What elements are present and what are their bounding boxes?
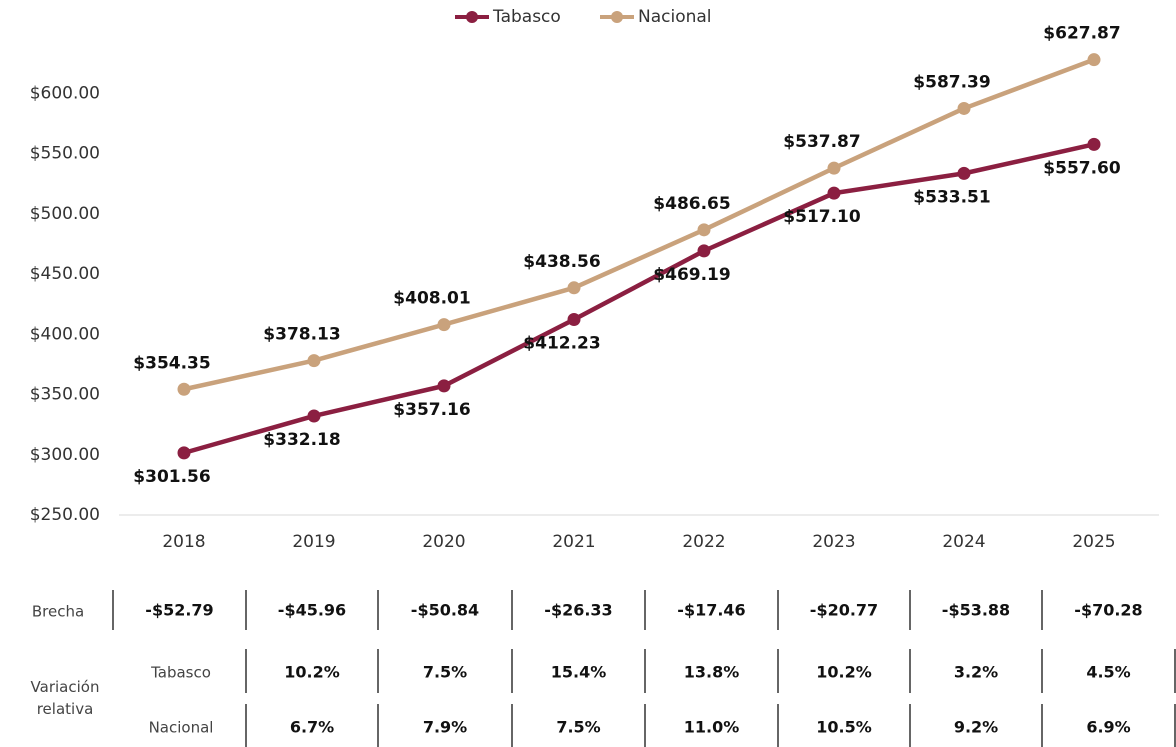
brecha-value: -$70.28	[1074, 601, 1142, 620]
legend-label: Nacional	[638, 7, 712, 27]
point	[437, 379, 451, 393]
row-value: 4.5%	[1086, 663, 1130, 682]
data-label: $587.39	[913, 72, 990, 92]
data-label: $627.87	[1043, 24, 1120, 44]
data-label: $517.10	[783, 207, 861, 227]
point	[567, 313, 581, 327]
data-label: $438.56	[523, 252, 600, 272]
y-tick-label: $350.00	[30, 385, 100, 405]
data-label: $354.35	[133, 353, 210, 373]
row-value: 13.8%	[684, 663, 740, 682]
legend-marker	[466, 11, 478, 23]
data-label: $357.16	[393, 400, 470, 420]
point	[307, 354, 321, 368]
brecha-value: -$50.84	[411, 601, 479, 620]
y-tick-label: $300.00	[30, 445, 100, 465]
row-value: 9.2%	[954, 718, 998, 737]
brecha-value: -$26.33	[544, 601, 612, 620]
row-value: 11.0%	[684, 718, 740, 737]
x-tick-label: 2024	[942, 532, 985, 552]
data-label: $486.65	[653, 194, 730, 214]
row-value: 7.9%	[423, 718, 467, 737]
point	[1087, 137, 1101, 151]
brecha-value: -$52.79	[145, 601, 213, 620]
y-tick-label: $400.00	[30, 324, 100, 344]
point	[827, 161, 841, 175]
y-tick-label: $600.00	[30, 83, 100, 103]
legend-label: Tabasco	[492, 7, 561, 27]
variacion-label: Variación relativa	[30, 678, 100, 718]
data-label: $378.13	[263, 325, 340, 345]
x-tick-label: 2025	[1072, 532, 1115, 552]
row-value: 15.4%	[551, 663, 607, 682]
data-label: $537.87	[783, 132, 860, 152]
x-tick-label: 2018	[162, 532, 205, 552]
data-label: $332.18	[263, 430, 340, 450]
data-label: $412.23	[523, 334, 600, 354]
point	[177, 382, 191, 396]
data-label: $408.01	[393, 289, 470, 309]
point	[697, 223, 711, 237]
row-value: 10.2%	[816, 663, 872, 682]
x-tick-label: 2023	[812, 532, 855, 552]
brecha-value: -$17.46	[677, 601, 745, 620]
point	[1087, 53, 1101, 67]
series-line	[183, 142, 1095, 456]
data-label: $557.60	[1043, 158, 1121, 178]
row-value: 6.9%	[1086, 718, 1130, 737]
row-value: 10.2%	[284, 663, 340, 682]
row-value: 10.5%	[816, 718, 872, 737]
x-tick-label: 2020	[422, 532, 465, 552]
brecha-value: -$20.77	[810, 601, 878, 620]
row-value: 3.2%	[954, 663, 998, 682]
point	[307, 409, 321, 423]
row-value: 6.7%	[290, 718, 334, 737]
data-label: $469.19	[653, 265, 730, 285]
y-tick-label: $550.00	[30, 144, 100, 164]
point	[827, 186, 841, 200]
row-label: Nacional	[149, 719, 214, 737]
point	[957, 101, 971, 115]
point	[697, 244, 711, 258]
row-value: 7.5%	[556, 718, 600, 737]
row-value: 7.5%	[423, 663, 467, 682]
point	[567, 281, 581, 295]
data-label: $533.51	[913, 187, 990, 207]
x-tick-label: 2019	[292, 532, 335, 552]
y-tick-label: $250.00	[30, 505, 100, 525]
x-tick-label: 2022	[682, 532, 725, 552]
point	[177, 446, 191, 460]
y-tick-label: $500.00	[30, 204, 100, 224]
brecha-label: Brecha	[32, 603, 84, 621]
x-tick-label: 2021	[552, 532, 595, 552]
brecha-value: -$53.88	[942, 601, 1010, 620]
y-tick-label: $450.00	[30, 264, 100, 284]
point	[437, 318, 451, 332]
row-label: Tabasco	[150, 664, 211, 682]
series-line	[183, 57, 1095, 392]
legend-marker	[611, 11, 623, 23]
brecha-value: -$45.96	[278, 601, 346, 620]
point	[957, 166, 971, 180]
data-label: $301.56	[133, 467, 210, 487]
